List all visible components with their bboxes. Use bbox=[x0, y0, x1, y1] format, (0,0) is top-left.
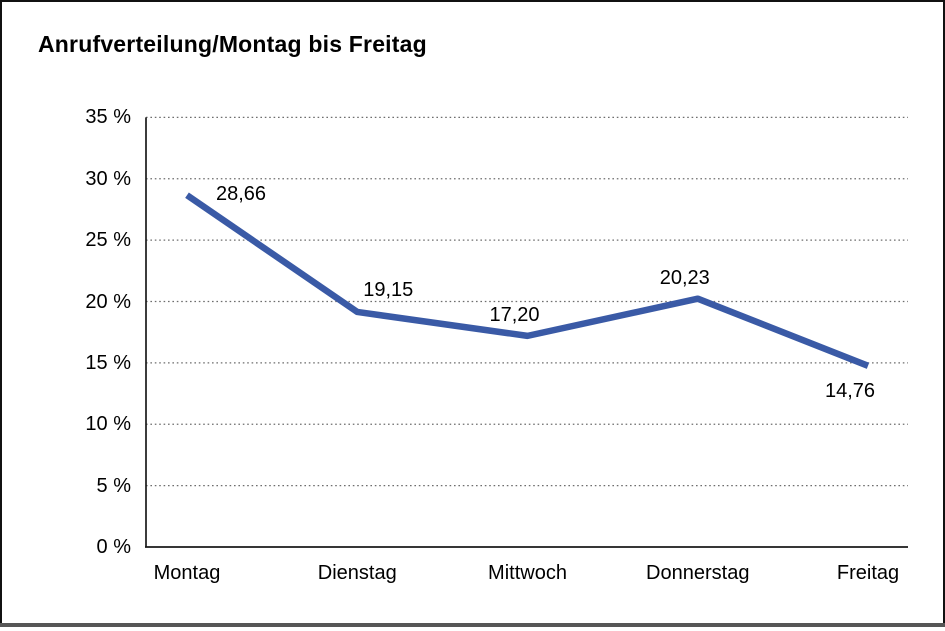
y-axis-tick-label: 35 % bbox=[85, 106, 131, 129]
data-point-value-label: 14,76 bbox=[824, 379, 876, 402]
data-point-value-label: 28,66 bbox=[215, 183, 267, 206]
y-axis-tick-label: 25 % bbox=[85, 229, 131, 252]
data-point-value-label: 17,20 bbox=[489, 303, 540, 326]
x-axis-category-label: Freitag bbox=[836, 562, 900, 584]
y-axis-tick-label: 5 % bbox=[96, 474, 131, 497]
x-axis-category-label: Dienstag bbox=[317, 562, 397, 584]
y-axis-tick-label: 30 % bbox=[85, 167, 131, 190]
y-axis-tick-label: 10 % bbox=[85, 413, 131, 436]
data-point-value-label: 20,23 bbox=[659, 266, 710, 289]
y-axis-tick-label: 15 % bbox=[85, 351, 131, 374]
x-axis-category-label: Mittwoch bbox=[488, 562, 567, 584]
x-axis-category-label: Montag bbox=[153, 562, 221, 584]
data-series-line bbox=[185, 192, 870, 369]
x-axis-category-label: Donnerstag bbox=[646, 562, 750, 584]
y-axis-tick-label: 0 % bbox=[96, 536, 131, 558]
chart-title: Anrufverteilung/Montag bis Freitag bbox=[38, 31, 427, 57]
data-point-value-label: 19,15 bbox=[363, 278, 414, 301]
y-axis-tick-label: 20 % bbox=[85, 290, 131, 313]
